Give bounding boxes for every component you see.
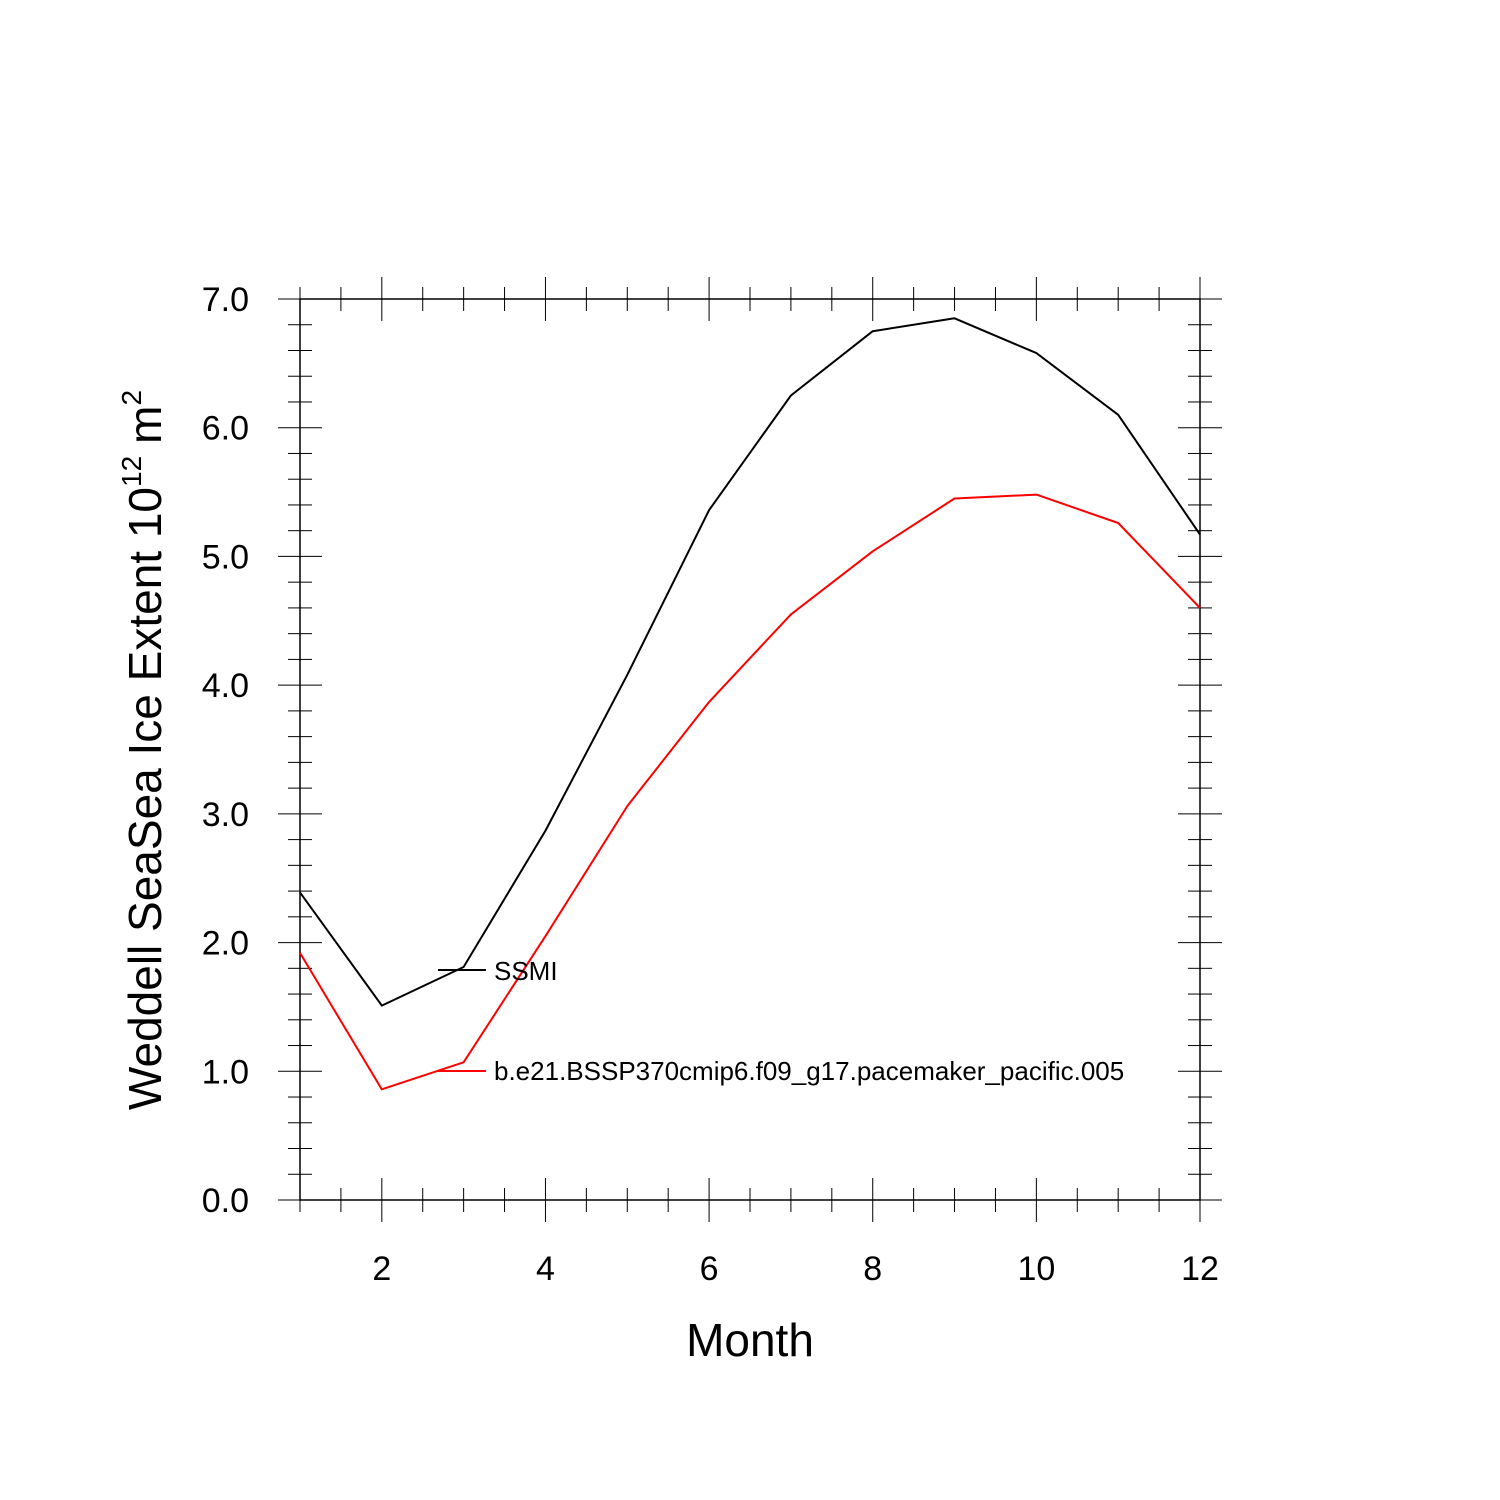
- y-tick-label: 4.0: [202, 667, 249, 705]
- y-tick-label: 0.0: [202, 1182, 249, 1220]
- y-axis-title-unit: m: [119, 405, 171, 443]
- legend-label-ssmi: SSMI: [494, 956, 558, 986]
- y-tick-label: 6.0: [202, 410, 249, 448]
- y-tick-label: 3.0: [202, 796, 249, 834]
- x-tick-label: 6: [700, 1250, 719, 1288]
- legend: SSMI b.e21.BSSP370cmip6.f09_g17.pacemake…: [438, 956, 1124, 1086]
- y-axis-title: Weddell SeaSea Ice Extent 1012 m2: [116, 390, 171, 1110]
- x-axis-title: Month: [686, 1314, 814, 1366]
- series-lines: [299, 317, 1201, 1091]
- y-axis-title-prefix: Weddell SeaSea Ice Extent 10: [119, 487, 171, 1110]
- x-tick-label: 8: [863, 1250, 882, 1288]
- y-tick-label: 5.0: [202, 538, 249, 576]
- y-axis-title-unit-exponent: 2: [116, 390, 147, 406]
- x-tick-labels: 2 4 6 8 10 12: [372, 1250, 1219, 1288]
- series-line-ssmi: [299, 317, 1201, 1007]
- x-tick-label: 12: [1181, 1250, 1219, 1288]
- minor-ticks: [288, 287, 1212, 1212]
- y-tick-label: 2.0: [202, 925, 249, 963]
- legend-label-model: b.e21.BSSP370cmip6.f09_g17.pacemaker_pac…: [494, 1056, 1124, 1086]
- series-line-model: [299, 493, 1201, 1091]
- y-tick-label: 7.0: [202, 281, 249, 319]
- y-tick-label: 1.0: [202, 1053, 249, 1091]
- x-tick-label: 2: [372, 1250, 391, 1288]
- y-axis-title-exponent: 12: [116, 456, 147, 487]
- x-tick-label: 4: [536, 1250, 555, 1288]
- major-ticks: [278, 277, 1222, 1222]
- y-tick-labels: 0.0 1.0 2.0 3.0 4.0 5.0 6.0 7.0: [202, 281, 249, 1220]
- x-tick-label: 10: [1017, 1250, 1055, 1288]
